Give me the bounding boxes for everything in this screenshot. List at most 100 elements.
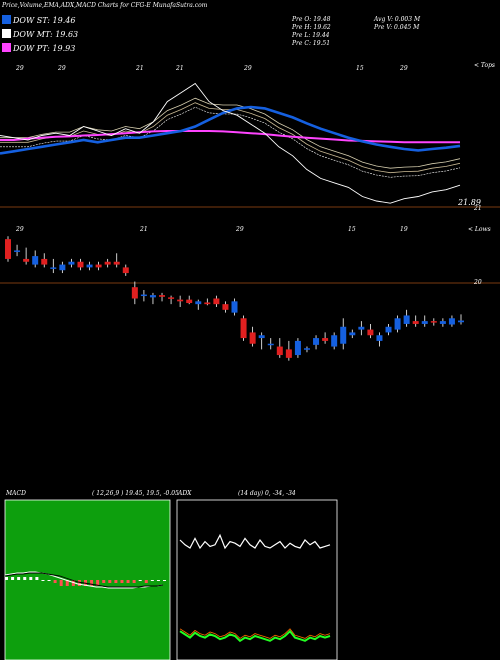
adx-label: ADX bbox=[178, 490, 192, 497]
candle-body bbox=[322, 338, 329, 341]
macd-histogram-bar bbox=[120, 580, 124, 583]
candle-body bbox=[59, 264, 66, 271]
tops-label: < Tops bbox=[474, 62, 496, 69]
macd-histogram-bar bbox=[144, 580, 148, 583]
candle-body bbox=[313, 338, 320, 345]
candle-body bbox=[394, 318, 401, 330]
avg-volume: Avg V: 0.003 M bbox=[374, 16, 421, 23]
macd-histogram-bar bbox=[53, 580, 57, 583]
candle-body bbox=[358, 326, 365, 330]
candle-body bbox=[385, 326, 392, 333]
legend-dow-pt: DOW PT: 19.93 bbox=[2, 43, 75, 53]
macd-histogram-bar bbox=[126, 580, 130, 583]
macd-histogram-bar bbox=[41, 580, 45, 581]
candle-body bbox=[131, 287, 138, 299]
candle-body bbox=[14, 250, 21, 252]
candle-date-tick: 29 bbox=[235, 226, 244, 233]
candle-body bbox=[258, 335, 265, 339]
candle-body bbox=[195, 301, 202, 305]
macd-histogram-bar bbox=[11, 577, 15, 580]
candle-date-tick: 19 bbox=[400, 226, 408, 233]
macd-label: MACD bbox=[6, 490, 26, 497]
candle-date-tick: 29 bbox=[15, 226, 24, 233]
candle-body bbox=[149, 295, 156, 298]
macd-panel bbox=[4, 499, 171, 660]
candle-body bbox=[5, 239, 11, 259]
candle-body bbox=[104, 261, 111, 265]
adx-minus-di-line bbox=[179, 628, 331, 639]
candle-body bbox=[367, 329, 374, 336]
candle-body bbox=[213, 298, 220, 305]
candle-body bbox=[50, 267, 57, 269]
candle-body bbox=[276, 346, 283, 356]
candle-body bbox=[186, 299, 193, 304]
candle-body bbox=[86, 264, 93, 268]
ohlc-low: Pre L: 19.44 bbox=[292, 32, 330, 39]
candle-body bbox=[294, 340, 301, 356]
legend-dow-mt: DOW MT: 19.63 bbox=[2, 29, 78, 39]
macd-histogram-bar bbox=[59, 580, 63, 586]
adx-background bbox=[177, 500, 337, 660]
ema-band-3 bbox=[0, 106, 461, 178]
macd-histogram-bar bbox=[77, 580, 81, 586]
candle-body bbox=[177, 299, 184, 302]
macd-histogram-bar bbox=[47, 580, 51, 581]
ohlc-high: Pre H: 19.62 bbox=[292, 24, 331, 31]
candle-body bbox=[403, 315, 410, 324]
level-21-label: 21 bbox=[474, 205, 482, 212]
lows-label: < Lows bbox=[468, 226, 491, 233]
top-date-tick: 21 bbox=[135, 65, 144, 72]
dow-st-line bbox=[0, 105, 461, 155]
candle-body bbox=[303, 348, 310, 350]
candle-body bbox=[23, 258, 30, 262]
candle-body bbox=[267, 343, 274, 346]
macd-histogram-bar bbox=[29, 577, 33, 580]
candle-body bbox=[95, 264, 102, 268]
candle-body bbox=[77, 261, 84, 268]
candle-body bbox=[32, 256, 39, 265]
candle-body bbox=[168, 297, 175, 299]
macd-background bbox=[5, 500, 170, 660]
macd-histogram-bar bbox=[138, 580, 142, 581]
macd-histogram-bar bbox=[23, 577, 27, 580]
dow-mt-line bbox=[0, 82, 461, 204]
dow-pt-line bbox=[0, 130, 460, 144]
macd-histogram-bar bbox=[108, 580, 112, 583]
ohlc-open: Pre O: 19.48 bbox=[292, 16, 331, 23]
candlestick-panel: 29 21 29 15 19 bbox=[0, 226, 500, 361]
macd-histogram-bar bbox=[150, 580, 154, 581]
top-date-tick: 29 bbox=[15, 65, 24, 72]
legend-swatch bbox=[2, 43, 11, 52]
top-date-tick: 21 bbox=[175, 65, 184, 72]
candle-body bbox=[222, 304, 229, 310]
macd-histogram-bar bbox=[17, 577, 21, 580]
chart-header-title: Price,Volume,EMA,ADX,MACD Charts for CFG… bbox=[2, 2, 208, 9]
adx-line bbox=[179, 629, 331, 643]
legend-swatch bbox=[2, 15, 11, 24]
candle-body bbox=[122, 267, 129, 274]
ohlc-close: Pre C: 19.51 bbox=[292, 40, 331, 47]
macd-histogram-bar bbox=[114, 580, 118, 583]
top-price-label: 21.89 bbox=[458, 198, 481, 207]
legend-swatch bbox=[2, 29, 11, 38]
top-date-tick: 15 bbox=[356, 65, 364, 72]
ema-panel: 29 29 21 21 29 15 29 bbox=[0, 65, 500, 208]
candle-body bbox=[421, 321, 428, 324]
adx-di-line bbox=[179, 533, 331, 550]
macd-params: ( 12,26,9 ) 19.45, 19.5, -0.05 bbox=[92, 490, 179, 497]
candle-body bbox=[140, 294, 147, 297]
macd-histogram-bar bbox=[90, 580, 94, 586]
candle-body bbox=[41, 258, 48, 265]
candle-body bbox=[231, 301, 238, 313]
candle-body bbox=[412, 321, 419, 324]
adx-params: (14 day) 0, -34, -34 bbox=[238, 490, 296, 497]
macd-histogram-bar bbox=[35, 577, 39, 580]
candle-body bbox=[439, 321, 446, 324]
candle-body bbox=[249, 332, 256, 344]
candle-date-tick: 21 bbox=[139, 226, 148, 233]
candle-body bbox=[448, 318, 455, 325]
candle-body bbox=[376, 335, 383, 341]
macd-histogram-bar bbox=[163, 580, 166, 581]
top-date-tick: 29 bbox=[57, 65, 66, 72]
